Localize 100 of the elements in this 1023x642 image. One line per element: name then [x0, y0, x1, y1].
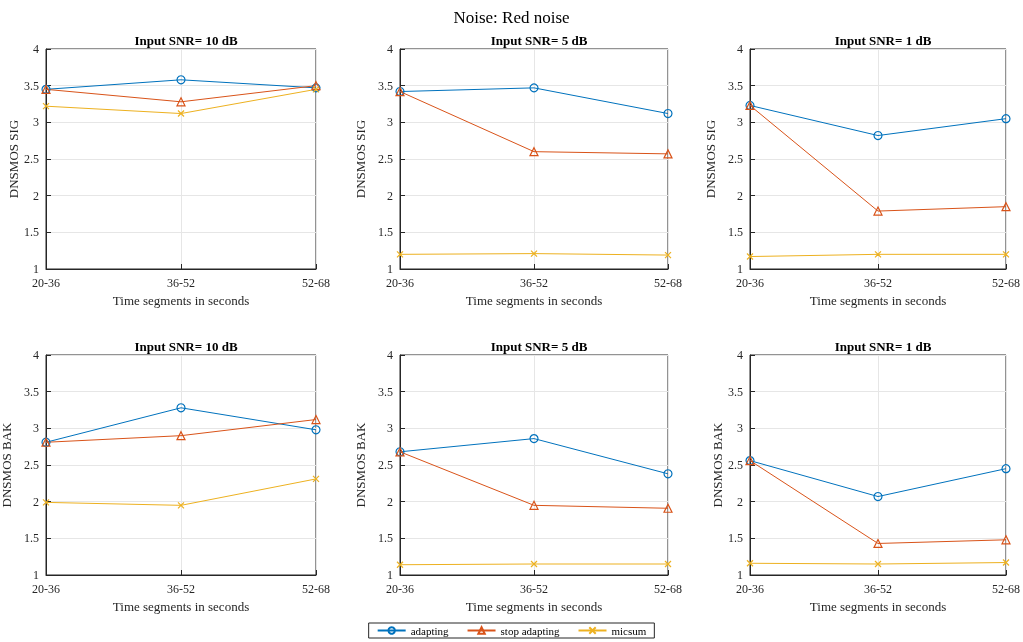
y-tick-label: 1.5 — [24, 225, 39, 240]
legend-label: micsum — [611, 624, 647, 637]
y-tick-label: 3 — [33, 421, 39, 436]
y-tick-label: 2 — [387, 188, 393, 203]
y-tick-label: 1 — [737, 262, 743, 276]
y-tick-label: 2 — [33, 494, 39, 509]
y-tick-label: 1.5 — [728, 225, 743, 240]
point — [746, 252, 754, 261]
text: Noise: Red noise — [453, 8, 570, 27]
y-tick-label: 2.5 — [378, 152, 393, 166]
x-axis-title: Time segments in seconds — [112, 598, 250, 614]
x-tick-label: 20-36 — [386, 582, 414, 596]
x-tick-label: 52-68 — [992, 276, 1020, 290]
point — [311, 425, 321, 435]
x-tick-label: 20-36 — [32, 276, 60, 290]
chart-title: Input SNR= 1 dB — [834, 339, 932, 354]
x-tick-label: 52-68 — [302, 276, 330, 290]
legend-label: stop adapting — [500, 624, 560, 637]
y-tick-label: 1 — [737, 568, 743, 582]
point — [529, 83, 539, 93]
x-tick-label: 52-68 — [992, 582, 1020, 596]
y-tick-label: 2.5 — [378, 458, 393, 472]
y-tick-label: 4 — [387, 348, 393, 362]
point — [873, 130, 883, 141]
y-axis-title: DNSMOS SIG — [703, 119, 719, 199]
point — [1001, 464, 1011, 474]
point — [42, 498, 50, 506]
x-tick-label: 52-68 — [654, 276, 682, 290]
point — [529, 434, 539, 444]
point — [746, 559, 754, 567]
x-tick-label: 36-52 — [864, 582, 892, 596]
chart-title: Input SNR= 10 dB — [134, 339, 238, 354]
chart-title: Input SNR= 10 dB — [134, 33, 238, 48]
y-tick-label: 1 — [33, 262, 39, 276]
y-tick-label: 1 — [33, 568, 39, 582]
x-axis-title: Time segments in seconds — [809, 598, 947, 614]
point — [176, 403, 186, 413]
y-axis-title: DNSMOS SIG — [353, 119, 369, 199]
y-tick-label: 1 — [387, 262, 393, 276]
chart-title: Input SNR= 5 dB — [490, 339, 588, 354]
point — [1001, 114, 1011, 124]
y-tick-label: 1.5 — [24, 531, 39, 546]
chart-title: Input SNR= 1 dB — [834, 33, 932, 48]
y-tick-label: 3.5 — [378, 78, 393, 93]
y-tick-label: 1 — [387, 568, 393, 582]
y-axis-title: DNSMOS BAK — [353, 421, 369, 508]
x-tick-label: 36-52 — [167, 582, 195, 596]
y-tick-label: 4 — [33, 42, 39, 56]
point — [873, 491, 883, 502]
y-tick-label: 2 — [387, 494, 393, 509]
x-tick-label: 52-68 — [654, 582, 682, 596]
y-tick-label: 2.5 — [24, 152, 39, 166]
y-tick-label: 3.5 — [24, 78, 39, 93]
x-tick-label: 20-36 — [736, 582, 764, 596]
y-tick-label: 3 — [737, 115, 743, 130]
point — [663, 108, 673, 119]
y-tick-label: 2.5 — [24, 458, 39, 472]
y-tick-label: 4 — [737, 348, 743, 362]
y-tick-label: 3 — [387, 421, 393, 436]
x-axis-title: Time segments in seconds — [112, 292, 250, 308]
y-tick-label: 4 — [737, 42, 743, 56]
legend-label: adapting — [410, 624, 450, 637]
x-axis-title: Time segments in seconds — [465, 598, 603, 614]
point — [42, 102, 50, 110]
x-tick-label: 52-68 — [302, 582, 330, 596]
point — [874, 250, 882, 258]
y-tick-label: 2 — [737, 494, 743, 509]
x-tick-label: 36-52 — [864, 276, 892, 290]
x-tick-label: 36-52 — [520, 582, 548, 596]
point — [177, 501, 185, 509]
y-tick-label: 4 — [387, 42, 393, 56]
x-tick-label: 36-52 — [167, 276, 195, 290]
x-axis-title: Time segments in seconds — [465, 292, 603, 308]
point — [396, 250, 404, 258]
y-tick-label: 4 — [33, 348, 39, 362]
y-tick-label: 3.5 — [728, 384, 743, 399]
y-axis-title: DNSMOS BAK — [0, 421, 15, 508]
point — [176, 75, 186, 85]
y-tick-label: 3.5 — [378, 384, 393, 399]
y-tick-label: 1.5 — [728, 531, 743, 546]
y-axis-title: DNSMOS BAK — [710, 421, 726, 508]
y-axis-title: DNSMOS SIG — [6, 119, 22, 199]
x-axis-title: Time segments in seconds — [809, 292, 947, 308]
y-tick-label: 3 — [33, 115, 39, 130]
y-tick-label: 3 — [387, 115, 393, 130]
x-tick-label: 20-36 — [32, 582, 60, 596]
point — [530, 250, 538, 258]
y-tick-label: 1.5 — [378, 531, 393, 546]
point — [1002, 558, 1010, 567]
y-tick-label: 2.5 — [728, 152, 743, 166]
point — [1002, 250, 1010, 258]
y-tick-label: 3 — [737, 421, 743, 436]
chart-title: Input SNR= 5 dB — [490, 33, 588, 48]
point — [177, 109, 185, 118]
x-tick-label: 20-36 — [386, 276, 414, 290]
y-tick-label: 3.5 — [728, 78, 743, 93]
y-tick-label: 1.5 — [378, 225, 393, 240]
point — [663, 469, 673, 479]
y-tick-label: 2.5 — [728, 458, 743, 472]
x-tick-label: 36-52 — [520, 276, 548, 290]
